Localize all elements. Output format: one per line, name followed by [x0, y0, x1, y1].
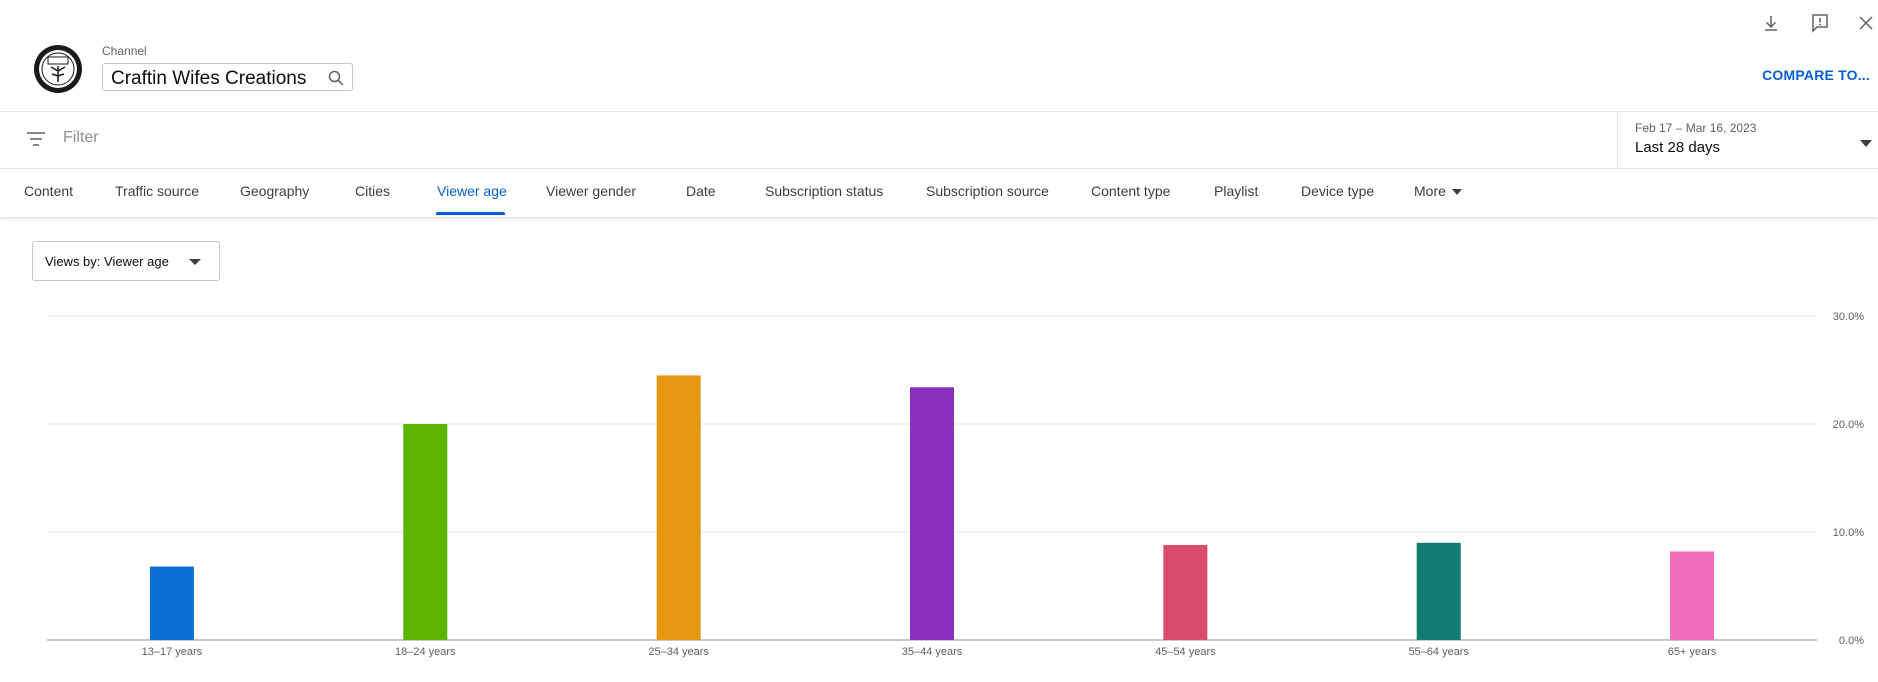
dimension-tabs: Content Traffic source Geography Cities …: [0, 169, 1878, 217]
channel-label: Channel: [102, 44, 147, 58]
x-category-label: 35–44 years: [902, 646, 963, 658]
header: Channel Craftin Wifes Creations COMPARE …: [0, 0, 1878, 112]
tab-device-type[interactable]: Device type: [1301, 183, 1375, 199]
compare-to-button[interactable]: COMPARE TO...: [1762, 67, 1870, 83]
date-period-text: Last 28 days: [1635, 139, 1721, 156]
y-tick-label: 0.0%: [1839, 635, 1864, 647]
tab-date[interactable]: Date: [686, 183, 716, 199]
filter-input[interactable]: Filter: [63, 129, 99, 146]
viewer-age-bar-chart: 0.0% 10.0% 20.0% 30.0% 13–17 years 18–24 year…: [47, 311, 1864, 658]
x-category-label: 13–17 years: [142, 646, 203, 658]
chart-bar[interactable]: [1163, 544, 1208, 640]
active-tab-indicator: [436, 212, 505, 215]
chart-bar[interactable]: [656, 375, 701, 640]
x-category-label: 65+ years: [1668, 646, 1717, 658]
channel-avatar: [33, 44, 83, 94]
tab-more-label: More: [1414, 183, 1446, 199]
tab-viewer-age[interactable]: Viewer age: [437, 183, 507, 199]
x-category-label: 18–24 years: [395, 646, 456, 658]
y-tick-label: 20.0%: [1833, 419, 1864, 431]
tab-more[interactable]: More: [1414, 183, 1462, 199]
y-tick-label: 10.0%: [1833, 527, 1864, 539]
tab-playlist[interactable]: Playlist: [1214, 183, 1259, 199]
chevron-down-icon[interactable]: [1860, 135, 1872, 147]
x-category-label: 25–34 years: [648, 646, 709, 658]
tab-geography[interactable]: Geography: [240, 183, 310, 199]
filter-bar: Filter Feb 17 – Mar 16, 2023 Last 28 day…: [0, 112, 1878, 169]
tab-subscription-source[interactable]: Subscription source: [926, 183, 1049, 199]
download-icon[interactable]: [1760, 12, 1782, 34]
channel-name: Craftin Wifes Creations: [111, 68, 307, 89]
tab-viewer-gender[interactable]: Viewer gender: [546, 183, 637, 199]
views-by-select-label: Views by: Viewer age: [45, 254, 169, 269]
y-tick-label: 30.0%: [1833, 311, 1864, 323]
x-category-label: 55–64 years: [1408, 646, 1469, 658]
tab-traffic-source[interactable]: Traffic source: [115, 183, 200, 199]
x-category-label: 45–54 years: [1155, 646, 1216, 658]
feedback-icon[interactable]: [1809, 12, 1831, 34]
chart-bar[interactable]: [149, 566, 194, 640]
chart-bar[interactable]: [910, 387, 954, 640]
close-icon[interactable]: [1855, 12, 1877, 34]
tab-subscription-status[interactable]: Subscription status: [765, 183, 884, 199]
filter-icon[interactable]: [26, 131, 46, 147]
channel-search-field[interactable]: Craftin Wifes Creations: [102, 63, 353, 91]
tab-content[interactable]: Content: [24, 183, 74, 199]
chart-bar[interactable]: [1670, 551, 1715, 640]
chart-bar[interactable]: [1416, 542, 1461, 640]
views-by-select[interactable]: Views by: Viewer age: [32, 241, 220, 281]
chevron-down-icon: [1451, 189, 1462, 196]
date-range-picker[interactable]: Feb 17 – Mar 16, 2023 Last 28 days: [1617, 112, 1878, 168]
chart-bar[interactable]: [403, 424, 448, 640]
chevron-down-icon: [189, 259, 201, 265]
tab-content-type[interactable]: Content type: [1091, 183, 1171, 199]
tab-cities[interactable]: Cities: [355, 183, 391, 199]
date-range-text: Feb 17 – Mar 16, 2023: [1635, 121, 1757, 135]
search-icon[interactable]: [327, 69, 345, 87]
